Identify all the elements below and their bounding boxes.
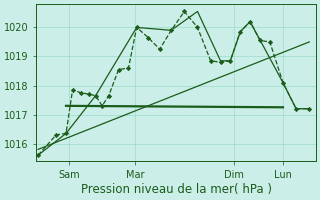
X-axis label: Pression niveau de la mer( hPa ): Pression niveau de la mer( hPa ) bbox=[81, 183, 272, 196]
